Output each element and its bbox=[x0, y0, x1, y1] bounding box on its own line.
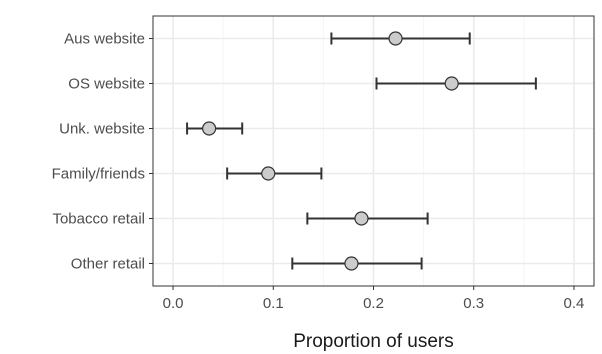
y-tick-label: Aus website bbox=[64, 31, 145, 48]
data-point bbox=[444, 76, 459, 91]
data-point bbox=[202, 121, 217, 136]
x-axis-title: Proportion of users bbox=[293, 331, 454, 352]
y-tick-label: OS website bbox=[68, 76, 145, 93]
major-gridlines bbox=[153, 16, 594, 286]
y-tick-label: Other retail bbox=[71, 256, 145, 273]
y-tick-label: Family/friends bbox=[52, 166, 145, 183]
x-tick-label: 0.0 bbox=[163, 295, 184, 312]
x-axis: 0.0 0.1 0.2 0.3 0.4 bbox=[163, 286, 585, 312]
data-point bbox=[344, 256, 359, 271]
data-point bbox=[261, 166, 276, 181]
minor-gridlines bbox=[222, 16, 525, 286]
y-tick-label: Unk. website bbox=[59, 121, 145, 138]
x-tick-label: 0.3 bbox=[463, 295, 484, 312]
x-tick-label: 0.4 bbox=[564, 295, 585, 312]
x-tick-label: 0.1 bbox=[263, 295, 284, 312]
error-bars bbox=[186, 32, 537, 270]
y-tick-label: Tobacco retail bbox=[52, 211, 145, 228]
y-axis: Aus website OS website Unk. website Family/… bbox=[52, 31, 153, 273]
x-tick-label: 0.2 bbox=[363, 295, 384, 312]
data-point bbox=[354, 211, 369, 226]
data-point bbox=[388, 31, 403, 46]
data-points bbox=[202, 31, 459, 271]
